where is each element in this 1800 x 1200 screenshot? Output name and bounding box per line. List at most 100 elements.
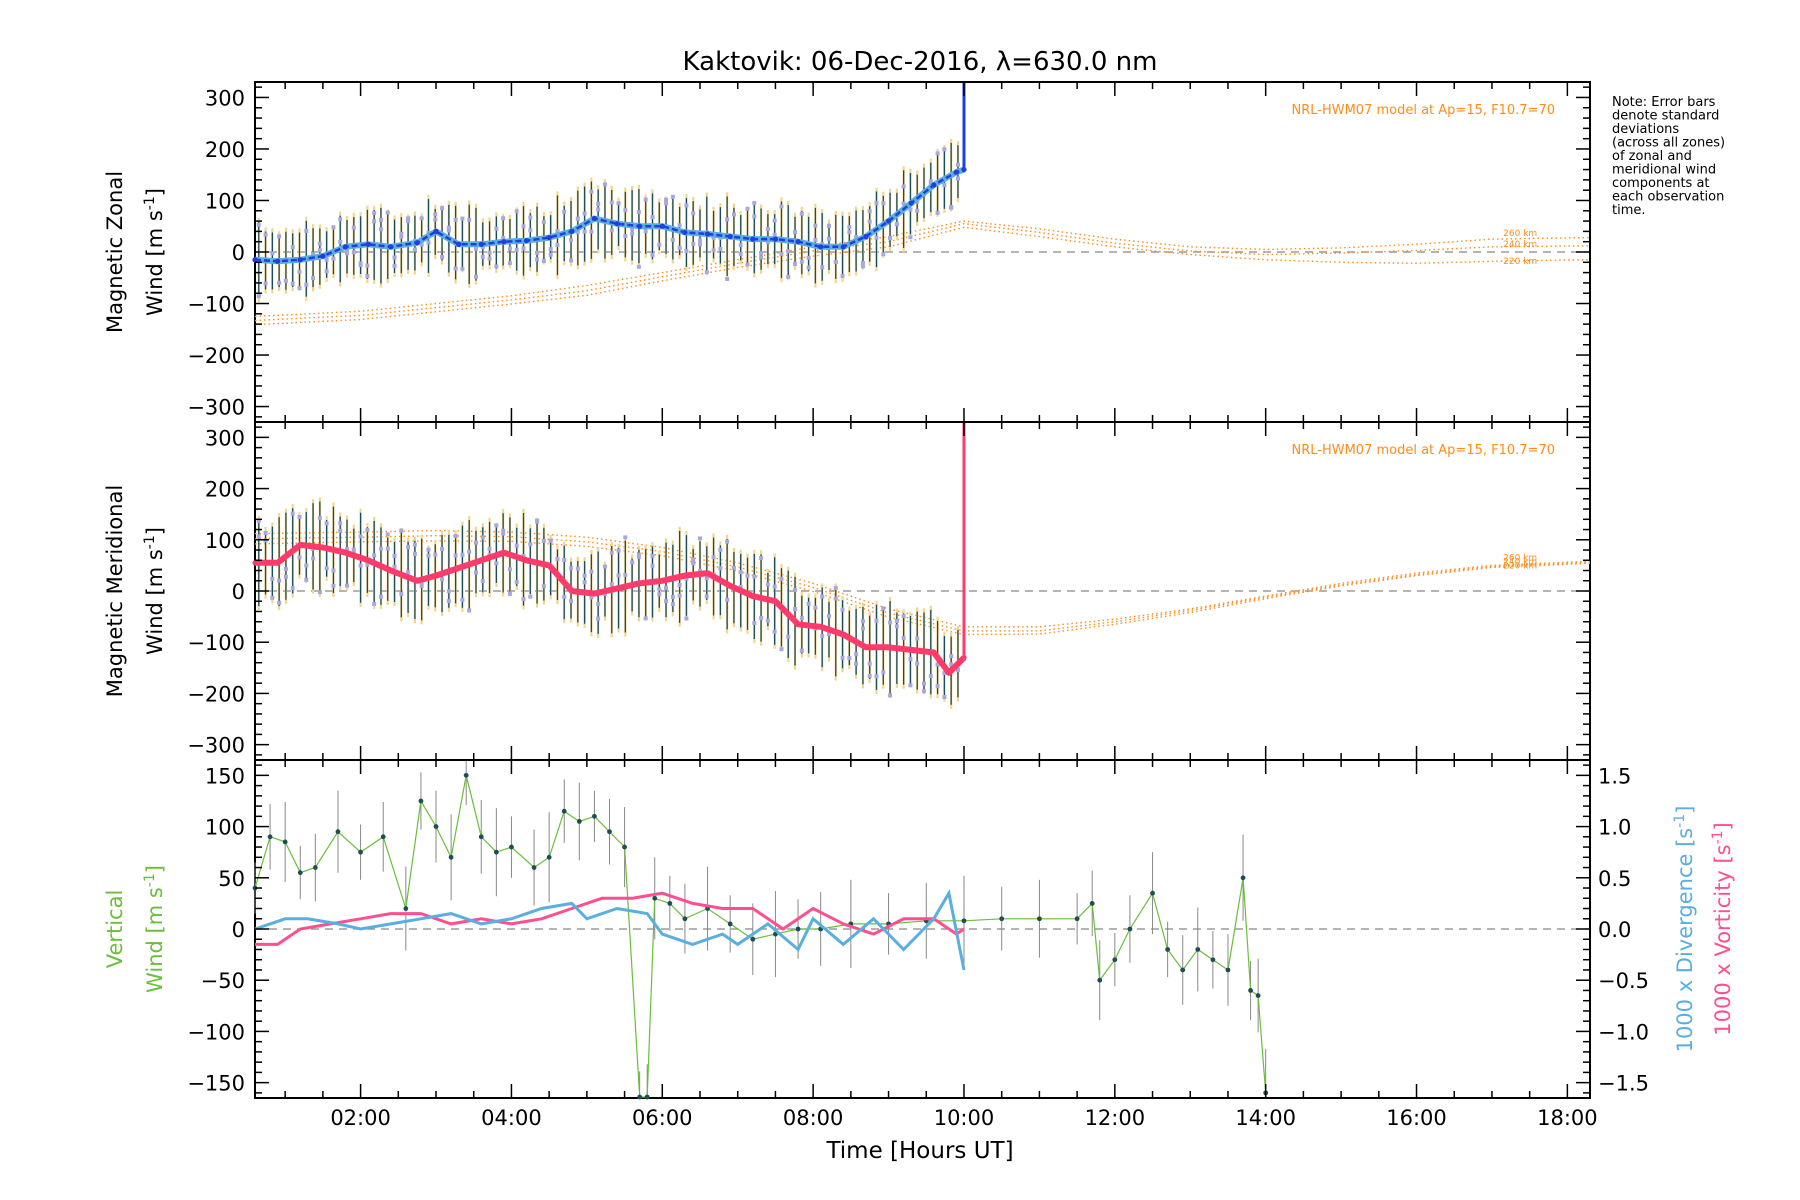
zone-point — [609, 228, 614, 233]
zone-point — [440, 206, 445, 211]
zone-point — [813, 605, 818, 610]
zone-point — [311, 556, 316, 561]
mean-wind-point — [591, 215, 598, 222]
zone-point — [874, 618, 879, 623]
zone-point — [562, 209, 567, 214]
mean-wind-point — [953, 169, 960, 175]
zone-point — [372, 219, 377, 224]
zone-point — [772, 629, 777, 634]
mean-wind-point — [297, 542, 303, 548]
zone-point — [338, 239, 343, 244]
zone-point — [935, 662, 940, 667]
altitude-label: 220 km — [1503, 257, 1537, 267]
mean-wind-point — [840, 631, 846, 638]
zone-point — [338, 521, 343, 526]
mean-wind-point — [614, 221, 620, 227]
zone-point — [894, 619, 899, 624]
zone-point — [514, 543, 519, 548]
vertical-wind-point — [282, 839, 288, 845]
zone-point — [514, 209, 519, 214]
y2-tick-label: −1.0 — [1598, 1020, 1649, 1044]
mean-wind-point — [704, 231, 711, 237]
zone-point — [351, 225, 356, 230]
zone-point — [555, 556, 560, 561]
zone-point — [738, 242, 743, 247]
zone-point — [541, 259, 546, 264]
x-tick-label: 10:00 — [934, 1106, 995, 1130]
zone-point — [684, 616, 689, 621]
note-line: Note: Error bars — [1612, 95, 1716, 110]
zone-point — [759, 250, 764, 255]
zone-point — [793, 588, 798, 593]
zone-point — [888, 620, 893, 625]
zone-point — [698, 238, 702, 243]
zone-point — [616, 548, 621, 553]
y-tick-label: 0 — [232, 918, 245, 942]
mean-wind-point — [546, 562, 552, 568]
zone-point — [345, 251, 350, 256]
zone-point — [351, 250, 356, 255]
zone-point — [650, 563, 655, 568]
zone-point — [888, 236, 893, 241]
mean-wind-point — [546, 234, 552, 241]
zone-point — [283, 278, 288, 283]
vertical-wind-point — [358, 849, 363, 855]
zone-point — [894, 222, 899, 227]
zone-point — [915, 208, 920, 213]
y-tick-label: 150 — [205, 764, 245, 788]
zone-point — [406, 545, 411, 550]
mean-wind-point — [365, 557, 371, 563]
vertical-wind-point — [403, 906, 409, 911]
note-line: meridional wind — [1612, 163, 1716, 178]
zone-point — [799, 259, 804, 264]
zone-point — [589, 595, 594, 600]
zone-point — [331, 256, 336, 261]
x-tick-label: 16:00 — [1386, 1106, 1447, 1130]
zone-point — [793, 229, 798, 234]
zone-point — [372, 601, 377, 606]
vertical-wind-point — [478, 834, 484, 840]
zone-point — [602, 182, 607, 187]
vertical-wind-point — [637, 1094, 643, 1100]
zone-point — [331, 568, 336, 573]
zone-point — [752, 574, 757, 579]
zone-point — [650, 215, 655, 220]
zonal-ylabel-line2: Wind [m s-1] — [142, 188, 167, 316]
zone-point — [847, 225, 852, 230]
zonal-model-label: NRL-HWM07 model at Ap=15, F10.7=70 — [1292, 103, 1556, 118]
mean-wind-point — [727, 233, 733, 240]
zone-point — [881, 252, 886, 257]
vertical-wind-point — [1127, 926, 1133, 932]
zone-point — [901, 184, 906, 189]
zone-point — [453, 533, 458, 538]
zone-point — [874, 235, 879, 240]
zone-point — [256, 534, 261, 539]
zone-point — [345, 583, 350, 588]
zone-point — [718, 247, 723, 252]
zone-point — [487, 256, 492, 261]
zone-point — [426, 240, 431, 245]
zone-point — [507, 261, 512, 266]
y-tick-label: 100 — [205, 529, 245, 553]
zone-point — [541, 584, 546, 589]
mean-wind-point — [569, 228, 575, 234]
zone-point — [460, 552, 465, 557]
x-tick-label: 18:00 — [1537, 1106, 1598, 1130]
zone-point — [412, 542, 417, 547]
zone-point — [419, 216, 424, 221]
vertical-wind-point — [1225, 967, 1231, 973]
note-line: each observation — [1612, 190, 1724, 205]
mean-wind-point — [365, 241, 371, 247]
y2-tick-label: 1.0 — [1598, 816, 1631, 840]
zone-point — [704, 270, 709, 275]
vertical-wind-point — [1165, 947, 1171, 952]
zonal-wind-plot — [252, 83, 1591, 326]
zone-point — [297, 269, 302, 274]
vertical-wind-point — [727, 921, 733, 927]
mean-wind-point — [931, 182, 937, 188]
zone-point — [602, 564, 607, 569]
zone-point — [589, 229, 594, 234]
vertical-wind-point — [509, 844, 514, 850]
zone-point — [460, 266, 465, 271]
zone-point — [569, 238, 574, 243]
